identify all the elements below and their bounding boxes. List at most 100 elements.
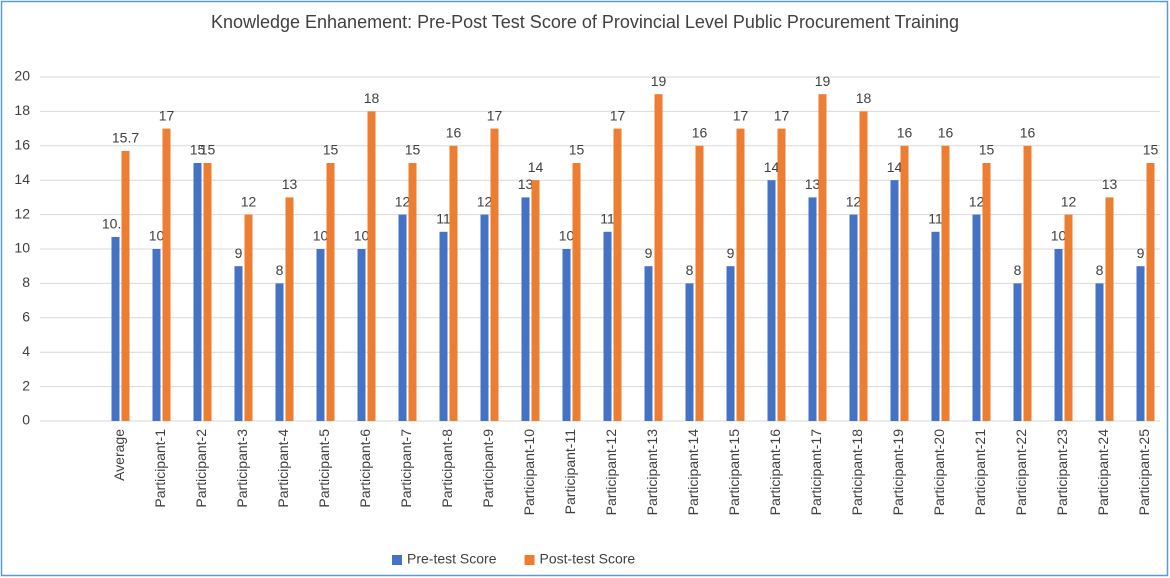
bar bbox=[562, 249, 571, 421]
data-label: 8 bbox=[276, 262, 284, 278]
data-label: 19 bbox=[651, 73, 667, 89]
bar bbox=[890, 180, 899, 421]
bar bbox=[398, 214, 407, 421]
bar bbox=[244, 214, 253, 421]
legend-swatch bbox=[392, 555, 402, 565]
data-label: 14 bbox=[764, 159, 780, 175]
x-tick-label: Participant-8 bbox=[439, 429, 455, 508]
data-label: 17 bbox=[774, 107, 790, 123]
x-tick-label: Participant-17 bbox=[808, 429, 824, 516]
data-label: 16 bbox=[1020, 125, 1036, 141]
x-tick-label: Participant-21 bbox=[972, 429, 988, 516]
data-label: 9 bbox=[235, 245, 243, 261]
bar bbox=[234, 266, 243, 421]
x-tick-label: Participant-2 bbox=[193, 429, 209, 508]
bar bbox=[726, 266, 735, 421]
data-label: 15 bbox=[200, 142, 216, 158]
x-tick-label: Participant-22 bbox=[1013, 429, 1029, 516]
data-label: 9 bbox=[645, 245, 653, 261]
bar bbox=[1013, 283, 1022, 421]
legend-label: Pre-test Score bbox=[407, 551, 497, 567]
bar bbox=[490, 128, 499, 421]
bar bbox=[408, 163, 417, 421]
bar bbox=[1146, 163, 1155, 421]
data-label: 15 bbox=[323, 142, 339, 158]
x-tick-label: Participant-12 bbox=[603, 429, 619, 516]
data-label: 9 bbox=[1137, 245, 1145, 261]
y-tick-label: 10 bbox=[14, 240, 30, 256]
bar bbox=[736, 128, 745, 421]
chart-title: Knowledge Enhanement: Pre-Post Test Scor… bbox=[210, 12, 960, 32]
data-label: 10 bbox=[354, 228, 370, 244]
x-tick-label: Participant-13 bbox=[644, 429, 660, 516]
y-tick-label: 8 bbox=[22, 274, 30, 290]
bar bbox=[613, 128, 622, 421]
data-label: 15 bbox=[190, 142, 206, 158]
bar bbox=[326, 163, 335, 421]
x-tick-label: Participant-7 bbox=[398, 429, 414, 508]
data-label: 11 bbox=[600, 211, 615, 227]
data-label: 17 bbox=[487, 107, 503, 123]
data-label: 12 bbox=[1061, 193, 1077, 209]
x-tick-label: Participant-5 bbox=[316, 429, 332, 508]
bar bbox=[685, 283, 694, 421]
x-tick-label: Participant-19 bbox=[890, 429, 906, 516]
data-label: 16 bbox=[446, 125, 462, 141]
bar bbox=[152, 249, 161, 421]
bar bbox=[531, 180, 540, 421]
x-tick-label: Participant-14 bbox=[685, 429, 701, 516]
data-label: 10 bbox=[313, 228, 329, 244]
y-tick-label: 14 bbox=[14, 171, 30, 187]
bar bbox=[603, 231, 612, 421]
x-tick-label: Participant-18 bbox=[849, 429, 865, 516]
data-label: 18 bbox=[856, 90, 872, 106]
bar bbox=[695, 145, 704, 422]
bar bbox=[1095, 283, 1104, 421]
x-tick-label: Participant-10 bbox=[521, 429, 537, 516]
bar bbox=[439, 231, 448, 421]
bar bbox=[1023, 145, 1032, 422]
bar bbox=[367, 111, 376, 422]
data-label: 15.7 bbox=[112, 130, 139, 146]
x-tick-label: Participant-15 bbox=[726, 429, 742, 516]
data-label: 8 bbox=[1096, 262, 1104, 278]
bar bbox=[1136, 266, 1145, 421]
bar bbox=[1105, 197, 1114, 421]
bar bbox=[859, 111, 868, 422]
bar bbox=[777, 128, 786, 421]
bar bbox=[767, 180, 776, 421]
y-tick-label: 16 bbox=[14, 137, 30, 153]
y-tick-label: 18 bbox=[14, 102, 30, 118]
bar bbox=[818, 94, 827, 421]
data-label: 14 bbox=[528, 159, 544, 175]
data-label: 15 bbox=[405, 142, 421, 158]
data-label: 12 bbox=[477, 193, 493, 209]
bar bbox=[972, 214, 981, 421]
bar bbox=[941, 145, 950, 422]
y-tick-label: 20 bbox=[14, 68, 30, 84]
bar bbox=[644, 266, 653, 421]
y-tick-label: 6 bbox=[22, 309, 30, 325]
data-label: 14 bbox=[887, 159, 903, 175]
data-label: 12 bbox=[846, 193, 862, 209]
data-label: 13 bbox=[805, 176, 821, 192]
data-label: 15 bbox=[569, 142, 585, 158]
bar bbox=[808, 197, 817, 421]
data-label: 9 bbox=[727, 245, 735, 261]
y-tick-label: 4 bbox=[22, 343, 30, 359]
data-label: 10 bbox=[149, 228, 165, 244]
x-tick-label: Average bbox=[111, 429, 127, 481]
data-label: 8 bbox=[686, 262, 694, 278]
bar bbox=[193, 163, 202, 421]
bar bbox=[203, 163, 212, 421]
data-label: 17 bbox=[733, 107, 749, 123]
data-label: 10 bbox=[1051, 228, 1067, 244]
bar bbox=[900, 145, 909, 422]
y-tick-label: 12 bbox=[14, 205, 30, 221]
bar bbox=[1064, 214, 1073, 421]
bar bbox=[521, 197, 530, 421]
x-tick-label: Participant-24 bbox=[1095, 429, 1111, 516]
